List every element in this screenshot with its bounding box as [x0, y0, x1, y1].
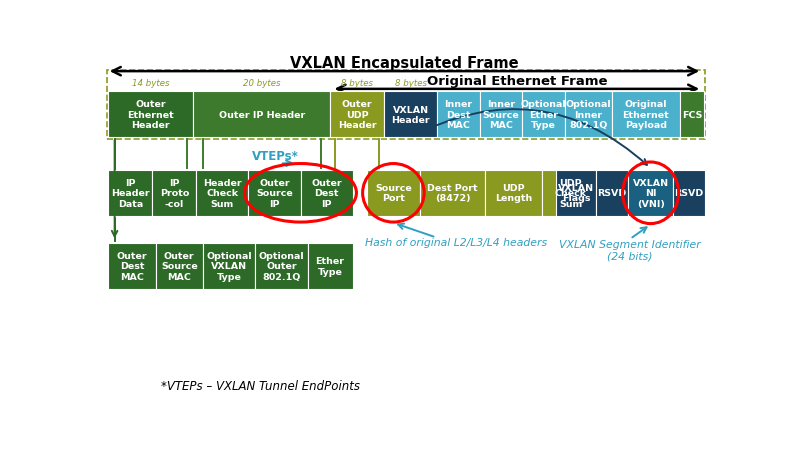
Text: Ether
Type: Ether Type	[316, 257, 344, 276]
Text: Optional
Outer
802.1Q: Optional Outer 802.1Q	[259, 252, 305, 281]
Text: VTEPs*: VTEPs*	[252, 150, 299, 163]
Bar	[611, 92, 680, 138]
Bar	[255, 243, 308, 290]
Bar	[480, 92, 523, 138]
Bar	[384, 92, 438, 138]
Text: Outer IP Header: Outer IP Header	[219, 111, 305, 119]
Text: Outer
Ethernet
Header: Outer Ethernet Header	[128, 100, 174, 130]
Bar	[301, 170, 353, 217]
Bar	[308, 243, 353, 290]
Text: VXLAN Encapsulated Frame: VXLAN Encapsulated Frame	[290, 56, 519, 70]
Bar	[109, 170, 152, 217]
Text: Header
Check
Sum: Header Check Sum	[203, 179, 242, 208]
Bar	[557, 170, 596, 217]
Text: VXLAN Segment Identifier
(24 bits): VXLAN Segment Identifier (24 bits)	[559, 240, 701, 261]
Text: 8 bytes: 8 bytes	[341, 78, 373, 87]
Text: Optional
Inner
802.1Q: Optional Inner 802.1Q	[565, 100, 611, 130]
Text: Original Ethernet Frame: Original Ethernet Frame	[427, 75, 607, 88]
Text: Inner
Source
MAC: Inner Source MAC	[483, 100, 519, 130]
Bar	[438, 92, 480, 138]
Bar	[596, 170, 628, 217]
Bar	[680, 92, 703, 138]
Text: Inner
Dest
MAC: Inner Dest MAC	[445, 100, 473, 130]
Bar	[155, 243, 203, 290]
Text: Outer
Source
MAC: Outer Source MAC	[161, 252, 197, 281]
Text: VXLAN
NI
(VNI): VXLAN NI (VNI)	[633, 179, 668, 208]
Bar	[109, 243, 155, 290]
Bar	[331, 92, 384, 138]
Text: VXLAN
Header: VXLAN Header	[391, 105, 430, 125]
Bar	[152, 170, 197, 217]
Bar	[109, 92, 193, 138]
Text: Outer
Dest
MAC: Outer Dest MAC	[117, 252, 147, 281]
Text: RSVD: RSVD	[597, 189, 626, 198]
Bar	[366, 170, 420, 217]
Text: VXLAN
Flags: VXLAN Flags	[558, 184, 594, 203]
Text: Optional
Ether
Type: Optional Ether Type	[520, 100, 566, 130]
Bar	[565, 92, 611, 138]
Text: Hash of original L2/L3/L4 headers: Hash of original L2/L3/L4 headers	[365, 238, 546, 248]
Text: Original
Ethernet
Payload: Original Ethernet Payload	[623, 100, 669, 130]
Bar	[193, 92, 331, 138]
Bar	[420, 170, 485, 217]
Text: 8 bytes: 8 bytes	[395, 78, 427, 87]
Text: RSVD: RSVD	[675, 189, 704, 198]
Bar	[673, 170, 705, 217]
Bar	[203, 243, 255, 290]
Text: Outer
Dest
IP: Outer Dest IP	[311, 179, 342, 208]
Bar	[248, 170, 301, 217]
Text: 14 bytes: 14 bytes	[132, 78, 170, 87]
Text: Source
Port: Source Port	[375, 184, 412, 203]
Text: IP
Header
Data: IP Header Data	[111, 179, 150, 208]
Bar	[197, 170, 248, 217]
Bar	[542, 170, 599, 217]
Text: UDP
Length: UDP Length	[495, 184, 532, 203]
Text: *VTEPs – VXLAN Tunnel EndPoints: *VTEPs – VXLAN Tunnel EndPoints	[161, 379, 360, 392]
Bar	[523, 92, 565, 138]
Text: 20 bytes: 20 bytes	[243, 78, 281, 87]
Text: Outer
Source
IP: Outer Source IP	[256, 179, 293, 208]
Text: Optional
VXLAN
Type: Optional VXLAN Type	[206, 252, 252, 281]
Text: Dest Port
(8472): Dest Port (8472)	[427, 184, 478, 203]
Bar	[628, 170, 673, 217]
Text: Outer
UDP
Header: Outer UDP Header	[338, 100, 377, 130]
Text: UDP
Check
Sum: UDP Check Sum	[554, 179, 587, 208]
Bar	[107, 70, 705, 140]
Text: IP
Proto
-col: IP Proto -col	[159, 179, 190, 208]
Bar	[485, 170, 542, 217]
Text: FCS: FCS	[682, 111, 702, 119]
